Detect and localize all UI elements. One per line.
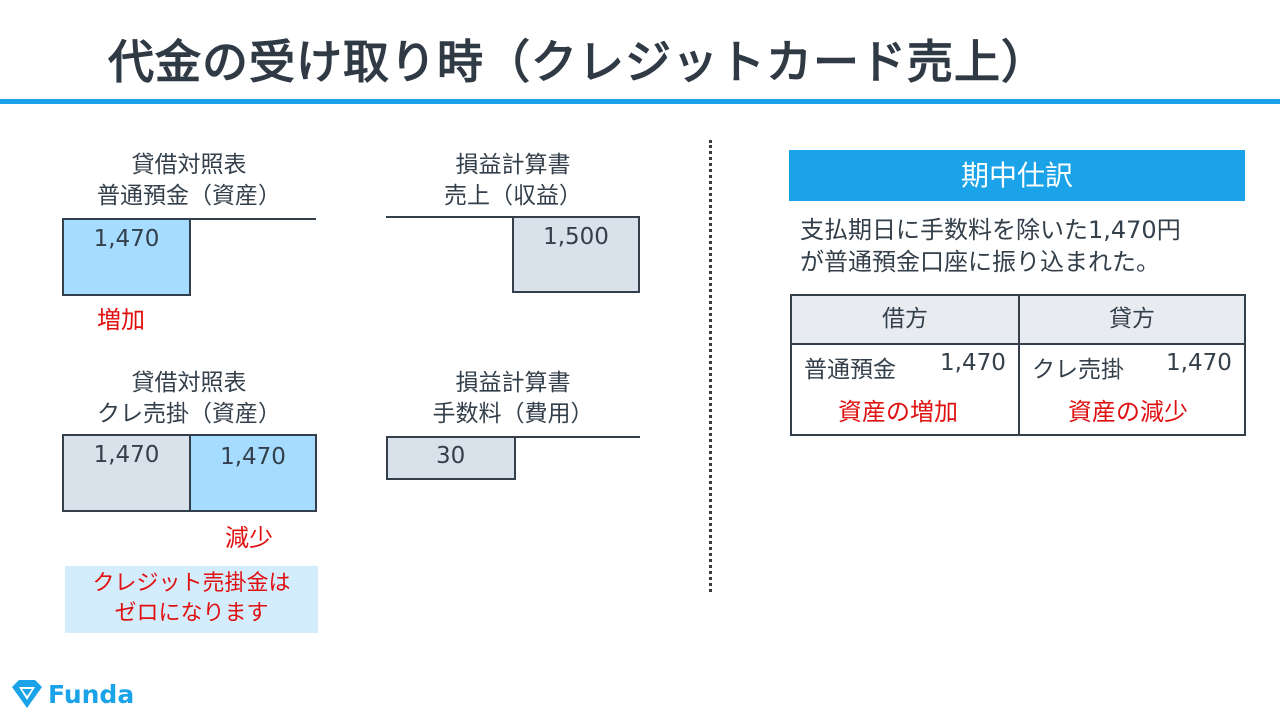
bank-change-label: 増加 <box>97 306 145 334</box>
page-title: 代金の受け取り時（クレジットカード売上） <box>108 35 1048 89</box>
description-line-2: が普通預金口座に振り込まれた。 <box>800 248 1160 276</box>
bank-account-name: 普通預金（資産） <box>97 183 281 209</box>
note-line-2: ゼロになります <box>114 601 269 626</box>
card-receivable-header: 貸借対照表 クレ売掛（資産） <box>62 368 316 430</box>
journal-description: 支払期日に手数料を除いた1,470円 が普通預金口座に振り込まれた。 <box>800 214 1181 278</box>
sales-account-header: 損益計算書 売上（収益） <box>386 150 640 212</box>
bank-debit-box: 1,470 <box>62 218 191 296</box>
bank-statement-label: 貸借対照表 <box>131 152 247 178</box>
debit-cell: 普通預金 1,470 資産の増加 <box>792 344 1018 434</box>
card-receivable-change-label: 減少 <box>225 524 273 552</box>
title-underline <box>0 99 1280 104</box>
funda-logo-icon <box>10 678 44 714</box>
debit-account: 普通預金 <box>804 357 896 383</box>
table-column-separator <box>1018 296 1020 434</box>
fees-debit-amount: 30 <box>436 443 466 469</box>
journal-title: 期中仕訳 <box>789 150 1245 201</box>
debit-header: 借方 <box>792 296 1018 344</box>
card-receivable-credit-box: 1,470 <box>189 434 317 512</box>
bank-debit-amount: 1,470 <box>93 226 160 252</box>
journal-entry-table: 借方 貸方 普通預金 1,470 資産の増加 クレ売掛 1,470 資産の減少 <box>790 294 1246 436</box>
zero-balance-note: クレジット売掛金は ゼロになります <box>65 566 318 633</box>
bank-account-header: 貸借対照表 普通預金（資産） <box>62 150 316 212</box>
brand-name: Funda <box>48 680 135 709</box>
credit-effect: 資産の減少 <box>1068 398 1188 426</box>
debit-effect: 資産の増加 <box>838 398 958 426</box>
fees-debit-box: 30 <box>386 436 516 480</box>
card-receivable-debit-box: 1,470 <box>62 434 191 512</box>
sales-statement-label: 損益計算書 <box>455 152 571 178</box>
card-receivable-account-name: クレ売掛（資産） <box>97 401 281 427</box>
card-receivable-debit-amount: 1,470 <box>93 442 160 468</box>
card-receivable-statement-label: 貸借対照表 <box>131 370 247 396</box>
sales-account-name: 売上（収益） <box>444 183 582 209</box>
description-line-1: 支払期日に手数料を除いた1,470円 <box>800 216 1181 244</box>
debit-amount: 1,470 <box>940 350 1006 376</box>
note-line-1: クレジット売掛金は <box>92 571 291 596</box>
fees-account-header: 損益計算書 手数料（費用） <box>386 368 640 430</box>
fees-account-name: 手数料（費用） <box>432 401 594 427</box>
card-receivable-credit-amount: 1,470 <box>220 444 286 470</box>
fees-statement-label: 損益計算書 <box>455 370 571 396</box>
credit-amount: 1,470 <box>1166 350 1232 376</box>
sales-credit-box: 1,500 <box>512 216 640 293</box>
credit-cell: クレ売掛 1,470 資産の減少 <box>1020 344 1244 434</box>
credit-account: クレ売掛 <box>1032 357 1124 383</box>
sales-credit-amount: 1,500 <box>543 224 609 250</box>
section-divider <box>709 140 712 592</box>
credit-header: 貸方 <box>1020 296 1244 344</box>
